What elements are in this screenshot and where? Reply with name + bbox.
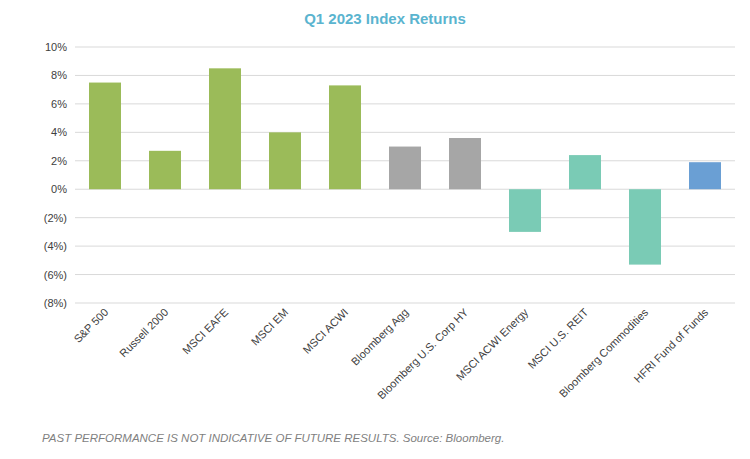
x-tick-label: MSCI EAFE — [180, 306, 230, 356]
y-tick-label: 6% — [51, 98, 67, 110]
x-tick-label: MSCI U.S. REIT — [525, 306, 590, 371]
bar — [389, 147, 421, 190]
grid-line — [75, 274, 735, 275]
y-tick-label: 2% — [51, 155, 67, 167]
bar — [209, 68, 241, 189]
x-tick-label: MSCI EM — [249, 306, 291, 348]
x-tick-label: MSCI ACWI Energy — [454, 306, 531, 383]
y-tick-label: (4%) — [44, 240, 67, 252]
grid-line — [75, 132, 735, 133]
y-tick-label: (2%) — [44, 212, 67, 224]
bar — [509, 189, 541, 232]
grid-line — [75, 303, 735, 304]
x-tick-label: Bloomberg Agg — [349, 306, 411, 368]
x-tick-label: Bloomberg Commodities — [557, 306, 651, 400]
grid-line — [75, 103, 735, 104]
grid-line — [75, 47, 735, 48]
y-tick-label: 0% — [51, 183, 67, 195]
title: Q1 2023 Index Returns — [304, 10, 466, 27]
x-tick-label: Russell 2000 — [117, 306, 170, 359]
x-tick-label: Bloomberg U.S. Corp HY — [375, 305, 471, 401]
bar — [89, 83, 121, 190]
footnote: PAST PERFORMANCE IS NOT INDICATIVE OF FU… — [42, 432, 504, 444]
x-tick-label: HFRI Fund of Funds — [631, 306, 710, 385]
chart: Q1 2023 Index Returns (8%) (6%) (4%) (2%) 0% 2… — [0, 0, 750, 459]
x-tick-label: S&P 500 — [71, 306, 110, 345]
bar — [149, 151, 181, 189]
y-tick-label: (6%) — [44, 269, 67, 281]
x-tick-label: MSCI ACWI — [300, 306, 350, 356]
bar — [569, 155, 601, 189]
y-tick-label: 8% — [51, 69, 67, 81]
bar — [629, 189, 661, 264]
bar — [329, 85, 361, 189]
bar — [689, 162, 721, 189]
y-tick-label: (8%) — [44, 297, 67, 309]
grid-line — [75, 75, 735, 76]
y-tick-label: 4% — [51, 126, 67, 138]
bar — [449, 138, 481, 189]
bar — [269, 132, 301, 189]
bars — [89, 68, 721, 264]
y-tick-label: 10% — [45, 41, 67, 53]
grid — [75, 47, 735, 303]
